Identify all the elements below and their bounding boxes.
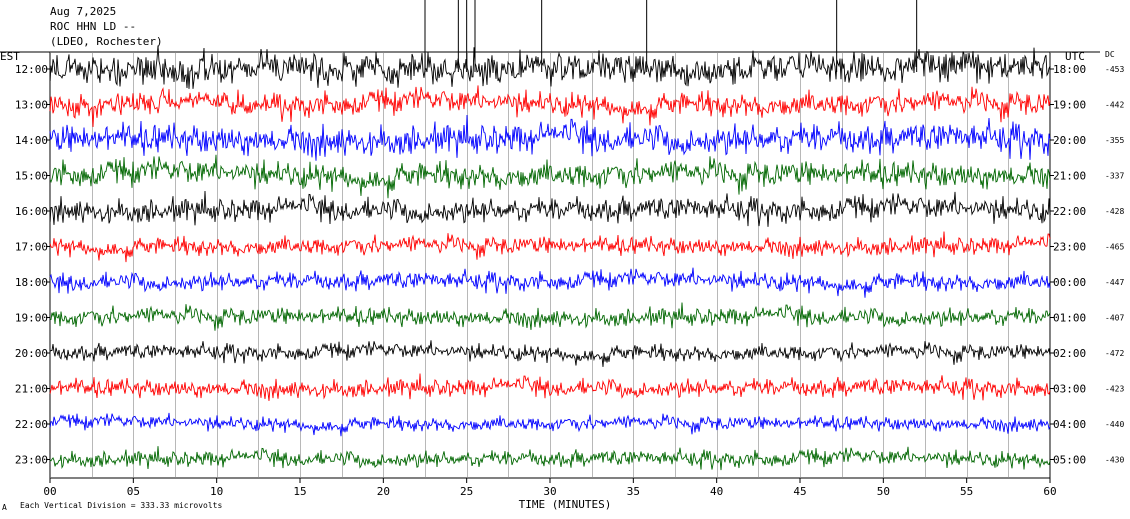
utc-hour-label: 00:00: [1053, 276, 1086, 289]
trace-2100: [49, 373, 1051, 401]
dc-offset-label: -407: [1105, 314, 1124, 323]
est-hour-label: 18:00: [15, 276, 48, 289]
est-hour-label: 21:00: [15, 383, 48, 396]
x-axis-label: TIME (MINUTES): [519, 498, 612, 511]
est-hour-label: 12:00: [15, 63, 48, 76]
trace-1400: [49, 114, 1051, 161]
est-hour-label: 14:00: [15, 134, 48, 147]
utc-hour-label: 02:00: [1053, 347, 1086, 360]
header-station: ROC HHN LD --: [50, 20, 136, 33]
dc-label: DC: [1105, 50, 1115, 59]
trace-1700: [49, 231, 1051, 263]
dc-offset-label: -453: [1105, 65, 1124, 74]
dc-offset-label: -440: [1105, 420, 1124, 429]
utc-hour-label: 22:00: [1053, 205, 1086, 218]
x-tick-label: 25: [460, 485, 473, 498]
x-tick-label: 10: [210, 485, 223, 498]
x-tick-label: 20: [377, 485, 390, 498]
trace-1900: [49, 302, 1051, 331]
dc-offset-label: -447: [1105, 278, 1124, 287]
dc-offset-label: -430: [1105, 456, 1124, 465]
est-hour-label: 19:00: [15, 312, 48, 325]
seismic-traces: [46, 0, 1054, 471]
est-hour-label: 22:00: [15, 418, 48, 431]
x-tick-label: 60: [1043, 485, 1056, 498]
est-hour-label: 20:00: [15, 347, 48, 360]
x-tick-labels: 00 05 10 15 20 25 30 35 40 45 50 55 60: [43, 478, 1057, 498]
dc-offset-labels: -453 -442 -355 -337 -428 -465 -447 -407 -472 -423…: [1105, 65, 1124, 465]
x-tick-label: 05: [127, 485, 140, 498]
dc-offset-label: -355: [1105, 136, 1124, 145]
trace-2200: [49, 412, 1051, 437]
dc-offset-label: -465: [1105, 243, 1124, 252]
utc-hour-label: 19:00: [1053, 99, 1086, 112]
dc-offset-label: -423: [1105, 385, 1124, 394]
dc-offset-label: -442: [1105, 101, 1124, 110]
est-zone-label: EST: [0, 50, 20, 63]
est-hour-label: 13:00: [15, 99, 48, 112]
x-tick-label: 15: [293, 485, 306, 498]
x-tick-label: 35: [627, 485, 640, 498]
utc-hour-label: 23:00: [1053, 241, 1086, 254]
x-tick-label: 55: [960, 485, 973, 498]
trace-1200: [49, 45, 1051, 89]
trace-1500: [49, 154, 1051, 199]
utc-zone-label: UTC: [1065, 50, 1085, 63]
x-tick-label: 30: [543, 485, 556, 498]
trace-1600: [49, 190, 1051, 227]
est-hour-label: 15:00: [15, 170, 48, 183]
utc-hour-label: 18:00: [1053, 63, 1086, 76]
utc-hour-label: 03:00: [1053, 383, 1086, 396]
header-date: Aug 7,2025: [50, 5, 116, 18]
footer-mark: A: [2, 503, 7, 512]
utc-hour-label: 21:00: [1053, 170, 1086, 183]
x-tick-label: 00: [43, 485, 56, 498]
dc-offset-label: -337: [1105, 172, 1124, 181]
dc-offset-label: -428: [1105, 207, 1124, 216]
minute-gridlines: [0, 51, 1100, 479]
footer-scale-note: Each Vertical Division = 333.33 microvol…: [20, 501, 222, 510]
utc-hour-label: 01:00: [1053, 312, 1086, 325]
est-hour-label: 23:00: [15, 454, 48, 467]
x-tick-label: 40: [710, 485, 723, 498]
trace-1300: [49, 85, 1051, 128]
utc-hour-label: 05:00: [1053, 454, 1086, 467]
header-network: (LDEO, Rochester): [50, 35, 163, 48]
trace-2300: [49, 446, 1051, 471]
utc-hour-labels: 18:00 19:00 20:00 21:00 22:00 23:00 00:00 01:00…: [1053, 63, 1086, 467]
est-hour-label: 16:00: [15, 205, 48, 218]
utc-hour-label: 20:00: [1053, 134, 1086, 147]
utc-hour-label: 04:00: [1053, 418, 1086, 431]
est-hour-label: 17:00: [15, 241, 48, 254]
est-hour-labels: 12:00 13:00 14:00 15:00 16:00 17:00 18:00 19:00…: [15, 63, 48, 467]
x-tick-label: 45: [793, 485, 806, 498]
x-tick-label: 50: [877, 485, 890, 498]
dc-offset-label: -472: [1105, 349, 1124, 358]
trace-2000: [49, 340, 1051, 367]
trace-1800: [49, 267, 1051, 298]
